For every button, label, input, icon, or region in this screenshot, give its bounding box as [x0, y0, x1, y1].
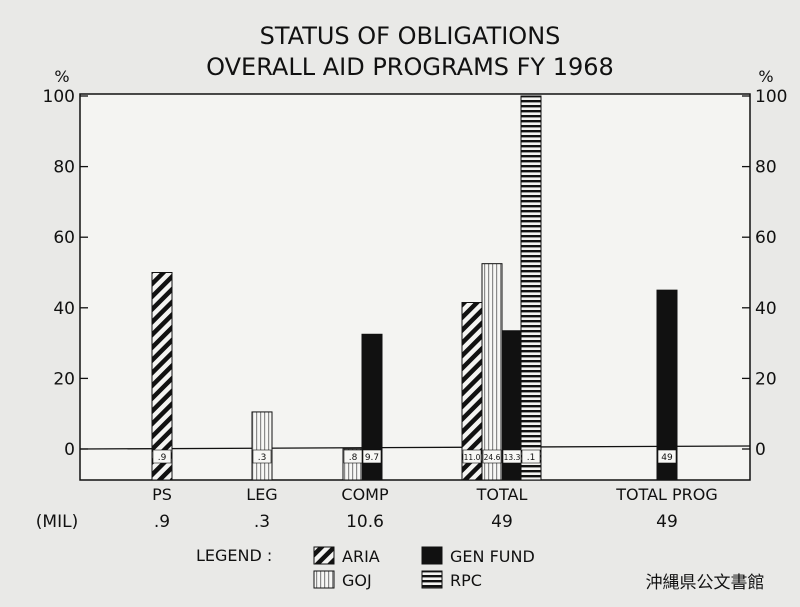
mil-value: 10.6 — [346, 512, 384, 532]
mil-label: (MIL) — [36, 512, 78, 532]
bar-value-label: 13.3 — [504, 453, 521, 462]
bar-value-label: 9.7 — [365, 453, 379, 463]
bar-value-label: 49 — [661, 453, 673, 463]
y-tick-label-left: 40 — [53, 299, 75, 319]
chart-title-line2: OVERALL AID PROGRAMS FY 1968 — [206, 53, 614, 81]
bar-value-labels: .9 .3 .8 9.7 11.0 24.6 13.3 .1 49 — [152, 449, 677, 464]
bar-value-label: 24.6 — [484, 453, 501, 462]
y-tick-label-left: 100 — [43, 87, 75, 107]
bar-label-box — [343, 449, 363, 464]
bar-value-label: .1 — [527, 453, 536, 463]
y-tick-label-right: 40 — [755, 299, 777, 319]
bar-label-box — [521, 449, 541, 464]
x-category-label: PS — [152, 485, 172, 504]
bar-value-label: .9 — [158, 453, 167, 463]
x-category-labels: PS LEG COMP TOTAL TOTAL PROG — [152, 485, 718, 504]
bar-rpc — [520, 95, 542, 481]
legend-label-goj: GOJ — [342, 571, 372, 590]
bar-label-box — [502, 449, 522, 464]
y-tick-label-left: 0 — [64, 440, 75, 460]
bar-label-box — [462, 449, 482, 464]
bar-goj — [481, 263, 503, 481]
bar-label-box — [482, 449, 502, 464]
x-category-label: TOTAL — [476, 485, 528, 504]
y-tick-label-right: 0 — [755, 440, 766, 460]
y-tick-label-right: 100 — [755, 87, 787, 107]
bar-aria — [151, 272, 173, 481]
x-category-label: TOTAL PROG — [615, 485, 718, 504]
bar-label-box — [657, 449, 677, 464]
legend-swatch-aria — [313, 546, 335, 565]
legend-label-aria: ARIA — [342, 547, 380, 566]
legend-label-gen: GEN FUND — [450, 547, 535, 566]
bar-label-box — [362, 449, 382, 464]
plot-frame — [79, 93, 751, 481]
bar-gen — [656, 289, 678, 481]
y-ticks-left: 0 20 40 60 80 100 — [43, 87, 88, 460]
y-tick-label-right: 60 — [755, 228, 777, 248]
bar-series — [151, 95, 678, 481]
bar-label-box — [252, 449, 272, 464]
bar-gen — [361, 333, 383, 481]
y-tick-label-left: 20 — [53, 369, 75, 389]
mil-value: .9 — [154, 512, 170, 532]
bar-value-label: 11.0 — [464, 453, 481, 462]
mil-value: 49 — [656, 512, 678, 532]
legend-swatch-rpc — [421, 570, 443, 589]
legend-title: LEGEND : — [196, 546, 272, 565]
legend-swatch-gen — [421, 546, 443, 565]
chart-title-line1: STATUS OF OBLIGATIONS — [260, 22, 561, 50]
legend: ARIA GEN FUND GOJ RPC — [313, 546, 535, 590]
y-axis-label-left: % — [54, 67, 69, 86]
legend-label-rpc: RPC — [450, 571, 482, 590]
bar-value-label: .3 — [258, 453, 267, 463]
mil-value: 49 — [491, 512, 513, 532]
y-ticks-right: 0 20 40 60 80 100 — [742, 87, 787, 460]
x-category-label: LEG — [246, 485, 277, 504]
y-tick-label-right: 20 — [755, 369, 777, 389]
zero-line — [79, 445, 751, 450]
bar-value-label: .8 — [349, 453, 358, 463]
y-axis-label-right: % — [758, 67, 773, 86]
archive-stamp: 沖縄県公文書館 — [646, 573, 765, 593]
y-tick-label-left: 80 — [53, 158, 75, 178]
y-tick-label-left: 60 — [53, 228, 75, 248]
mil-values: .9 .3 10.6 49 49 — [154, 512, 678, 532]
bar-label-box — [152, 449, 172, 464]
y-tick-label-right: 80 — [755, 158, 777, 178]
legend-swatch-goj — [313, 570, 335, 589]
x-category-label: COMP — [341, 485, 389, 504]
bar-goj — [251, 411, 273, 481]
mil-value: .3 — [254, 512, 270, 532]
